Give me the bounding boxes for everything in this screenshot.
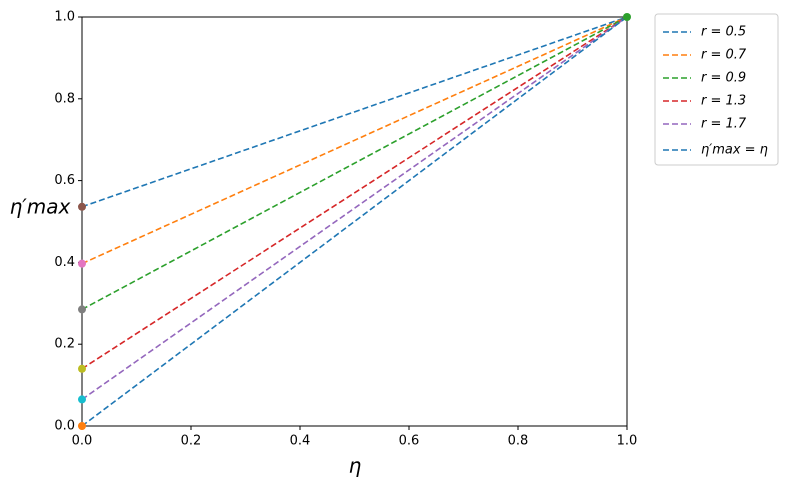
series-line: [81, 16, 628, 370]
y-tick-label: 0.8: [54, 91, 75, 106]
series-line: [81, 16, 628, 401]
legend-label: r = 0.9: [701, 71, 746, 86]
y-tick-label: 0.2: [54, 337, 75, 352]
x-tick-label: 1.0: [617, 434, 638, 449]
series-line: [81, 16, 628, 265]
x-tick-label: 0.4: [290, 434, 311, 449]
x-tick-label: 0.0: [72, 434, 93, 449]
marker: [78, 202, 86, 211]
y-tick-label: 0.0: [54, 419, 75, 434]
legend-label: r = 1.3: [701, 94, 746, 109]
y-tick-label: 1.0: [54, 10, 75, 25]
marker: [78, 305, 86, 314]
y-axis-label: η′max: [10, 195, 71, 219]
x-tick-label: 0.8: [508, 434, 529, 449]
marker: [78, 422, 86, 430]
series-line: [81, 16, 628, 311]
marker: [78, 395, 86, 404]
plot-frame: [81, 16, 628, 427]
legend-label: r = 1.7: [701, 117, 747, 132]
y-tick-label: 0.6: [54, 173, 75, 188]
legend-label: η′max = η: [701, 143, 768, 158]
legend-label: r = 0.5: [701, 25, 746, 40]
x-tick-label: 0.6: [399, 434, 420, 449]
series-line: [81, 16, 628, 208]
marker: [78, 259, 86, 268]
legend-label: r = 0.7: [701, 48, 747, 63]
x-axis-label: η: [349, 454, 362, 478]
legend-box: [654, 13, 779, 166]
x-tick-label: 0.2: [181, 434, 202, 449]
marker: [78, 364, 86, 373]
y-tick-label: 0.4: [54, 255, 75, 270]
series-line: [81, 16, 628, 427]
marker: [623, 13, 631, 21]
